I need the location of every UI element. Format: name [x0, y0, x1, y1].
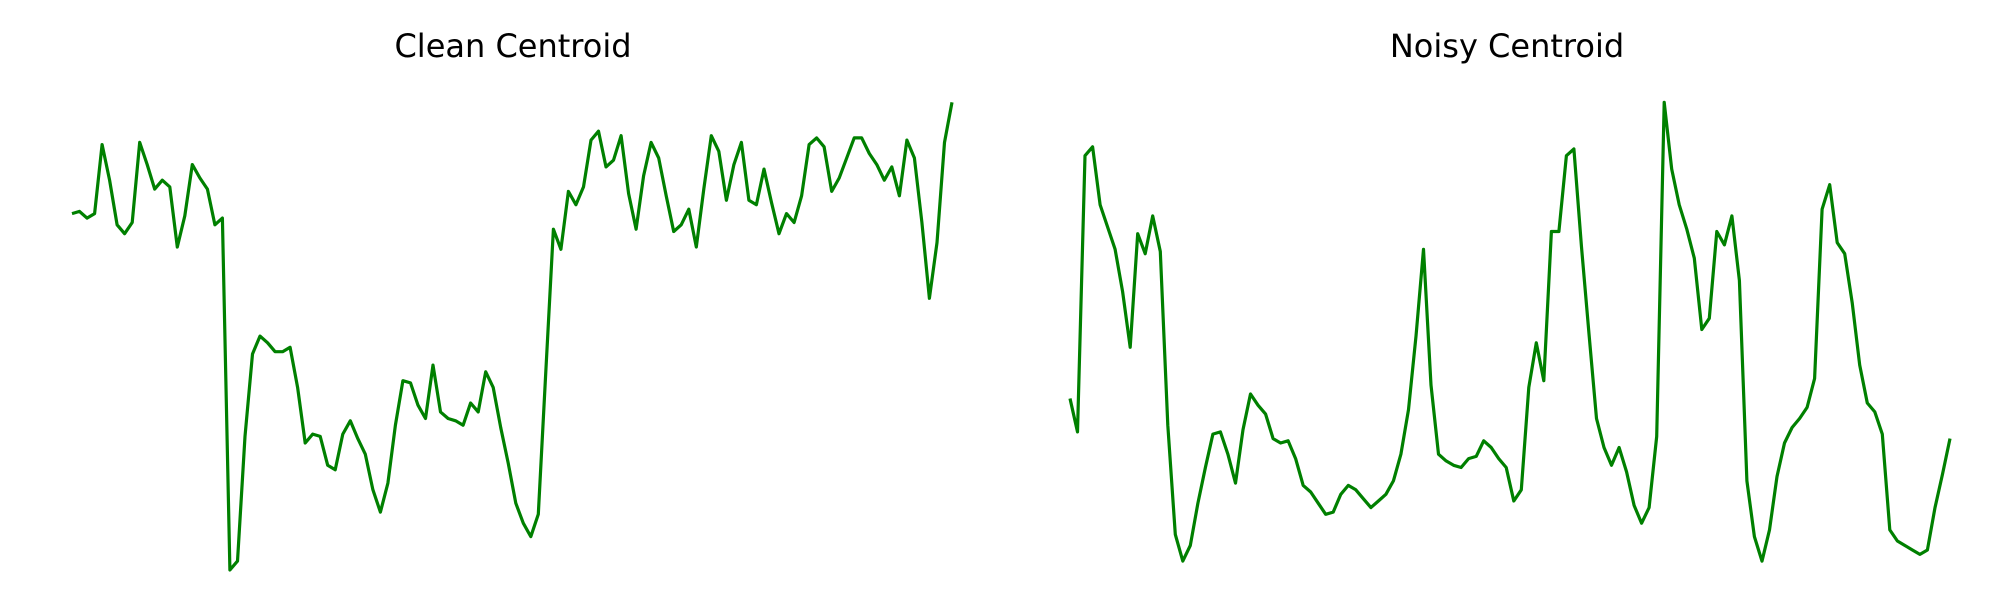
panel-noisy-centroid: Noisy Centroid	[1068, 27, 1952, 563]
panel-title-noisy: Noisy Centroid	[1390, 27, 1624, 65]
panel-title-clean: Clean Centroid	[394, 27, 631, 65]
series-line-clean	[71, 102, 954, 572]
panel-clean-centroid: Clean Centroid	[71, 27, 954, 572]
series-line-noisy	[1068, 100, 1952, 563]
